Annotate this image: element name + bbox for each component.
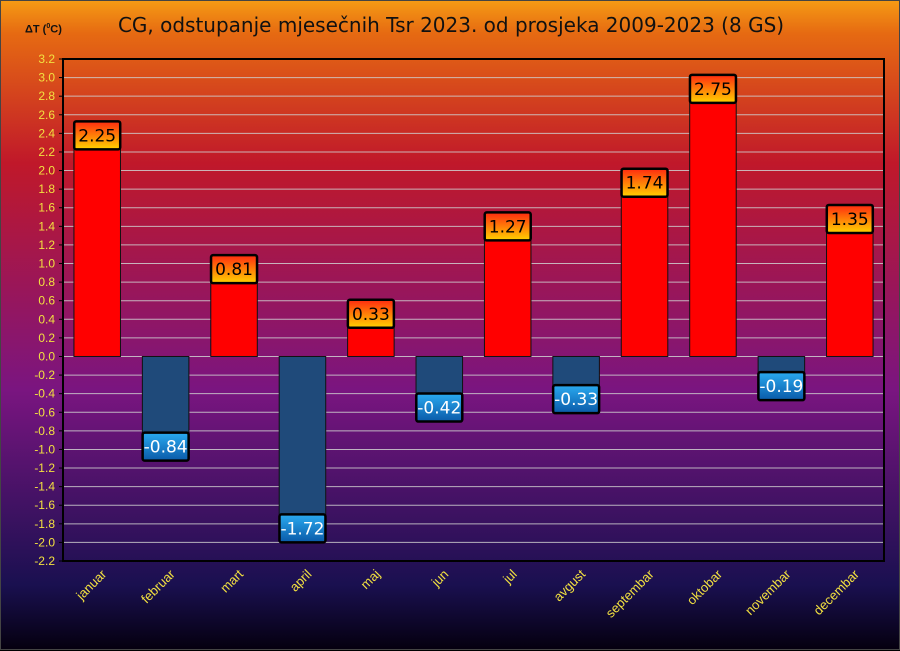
y-tick-label: -1.4 bbox=[34, 480, 55, 494]
bar-jul bbox=[483, 237, 532, 357]
data-label: -0.42 bbox=[417, 399, 461, 419]
y-axis-unit-label: ΔT (0C) bbox=[25, 23, 62, 36]
y-tick-labels: 3.2 3.0 2.8 2.6 2.4 2.2 2.0 1.8 1.6 1.4 1.2 1.0 0.8 0… bbox=[34, 52, 55, 568]
bar-mart bbox=[210, 280, 258, 357]
data-label: 1.35 bbox=[831, 210, 869, 230]
data-label-box bbox=[278, 513, 327, 544]
bar-januar bbox=[73, 146, 121, 357]
y-tick-label: -1.8 bbox=[34, 517, 55, 531]
x-tick-label: novembar bbox=[742, 566, 794, 618]
data-label: -0.33 bbox=[554, 390, 598, 410]
data-label: -0.19 bbox=[759, 377, 803, 397]
y-tick-label: -0.6 bbox=[34, 405, 55, 419]
data-label-box bbox=[209, 253, 259, 285]
chart-title: CG, odstupanje mjesečnih Tsr 2023. od pr… bbox=[117, 13, 785, 37]
y-tick-label: 0.4 bbox=[38, 312, 55, 326]
data-label: -0.84 bbox=[144, 438, 188, 458]
data-label-box bbox=[141, 431, 190, 462]
x-tick-label: februar bbox=[138, 566, 178, 606]
x-tick-label: jun bbox=[428, 567, 452, 591]
gridlines bbox=[59, 58, 884, 562]
data-label-box bbox=[415, 392, 464, 423]
plot-area-border bbox=[62, 58, 885, 562]
y-tick-label: 2.6 bbox=[38, 108, 55, 122]
data-label: 0.81 bbox=[215, 260, 253, 280]
x-tick-label: mart bbox=[217, 566, 246, 595]
x-tick-label: jul bbox=[499, 566, 520, 587]
bar-septembar bbox=[620, 194, 669, 357]
y-tick-label: 0.8 bbox=[38, 275, 55, 289]
x-tick-labels: januar februar mart april maj jun jul avgust sep… bbox=[72, 566, 862, 621]
y-tick-label: -1.6 bbox=[34, 498, 55, 512]
y-tick-label: 0.2 bbox=[38, 331, 55, 345]
bar-decembar bbox=[826, 230, 874, 357]
x-tick-label: oktobar bbox=[684, 566, 726, 608]
data-labels: 2.25 -0.84 0.81 -1.72 0.33 -0.42 1.27 -0.33 1.74… bbox=[72, 73, 875, 544]
data-label: -1.72 bbox=[280, 519, 324, 539]
y-unit-prefix: ΔT ( bbox=[25, 23, 47, 36]
data-label-box bbox=[620, 167, 669, 198]
y-tick-label: 3.2 bbox=[38, 52, 55, 66]
y-tick-label: 1.6 bbox=[38, 201, 55, 215]
y-tick-label: 0.0 bbox=[38, 349, 55, 363]
data-label-box bbox=[551, 383, 601, 415]
y-unit-suffix: C) bbox=[50, 23, 62, 36]
y-tick-label: -2.0 bbox=[34, 535, 55, 549]
y-tick-label: -0.8 bbox=[34, 424, 55, 438]
data-label-box bbox=[483, 211, 532, 242]
data-label-box bbox=[72, 120, 122, 151]
y-tick-label: 1.2 bbox=[38, 238, 55, 252]
y-tick-label: 1.8 bbox=[38, 182, 55, 196]
data-label: 0.33 bbox=[352, 305, 390, 325]
data-label: 2.75 bbox=[694, 80, 732, 100]
data-label-box bbox=[688, 73, 738, 105]
y-tick-label: 2.4 bbox=[38, 126, 55, 140]
x-tick-label: april bbox=[287, 566, 315, 594]
y-tick-label: 1.4 bbox=[38, 219, 55, 233]
y-tick-label: 2.8 bbox=[38, 89, 55, 103]
data-label-box bbox=[825, 203, 875, 235]
data-label: 2.25 bbox=[78, 126, 116, 146]
y-unit-superscript: 0 bbox=[46, 23, 51, 30]
bar-april bbox=[278, 355, 327, 517]
y-tick-label: 3.0 bbox=[38, 71, 55, 85]
data-label-box bbox=[346, 298, 396, 330]
y-tick-label: -0.4 bbox=[34, 387, 55, 401]
data-label: 1.27 bbox=[489, 217, 527, 237]
x-tick-label: decembar bbox=[810, 566, 862, 618]
x-tick-label: avgust bbox=[551, 566, 589, 604]
y-tick-label: -1.2 bbox=[34, 461, 55, 475]
x-tick-label: januar bbox=[72, 566, 109, 603]
y-tick-label: 2.2 bbox=[38, 145, 55, 159]
bar-oktobar bbox=[689, 100, 737, 357]
y-tick-label: 1.0 bbox=[38, 257, 55, 271]
bars bbox=[73, 100, 874, 517]
data-label-box bbox=[757, 370, 806, 402]
bar-maj bbox=[347, 325, 395, 357]
bar-avgust bbox=[552, 355, 600, 388]
y-tick-label: -1.0 bbox=[34, 442, 55, 456]
y-tick-label: -2.2 bbox=[34, 554, 55, 568]
x-tick-label: septembar bbox=[603, 566, 658, 621]
y-tick-label: -0.2 bbox=[34, 368, 55, 382]
y-tick-label: 0.6 bbox=[38, 294, 55, 308]
x-tick-label: maj bbox=[358, 566, 383, 591]
bar-februar bbox=[141, 355, 190, 436]
y-tick-label: 2.0 bbox=[38, 164, 55, 178]
bar-jun bbox=[415, 355, 464, 397]
data-label: 1.74 bbox=[626, 174, 664, 194]
